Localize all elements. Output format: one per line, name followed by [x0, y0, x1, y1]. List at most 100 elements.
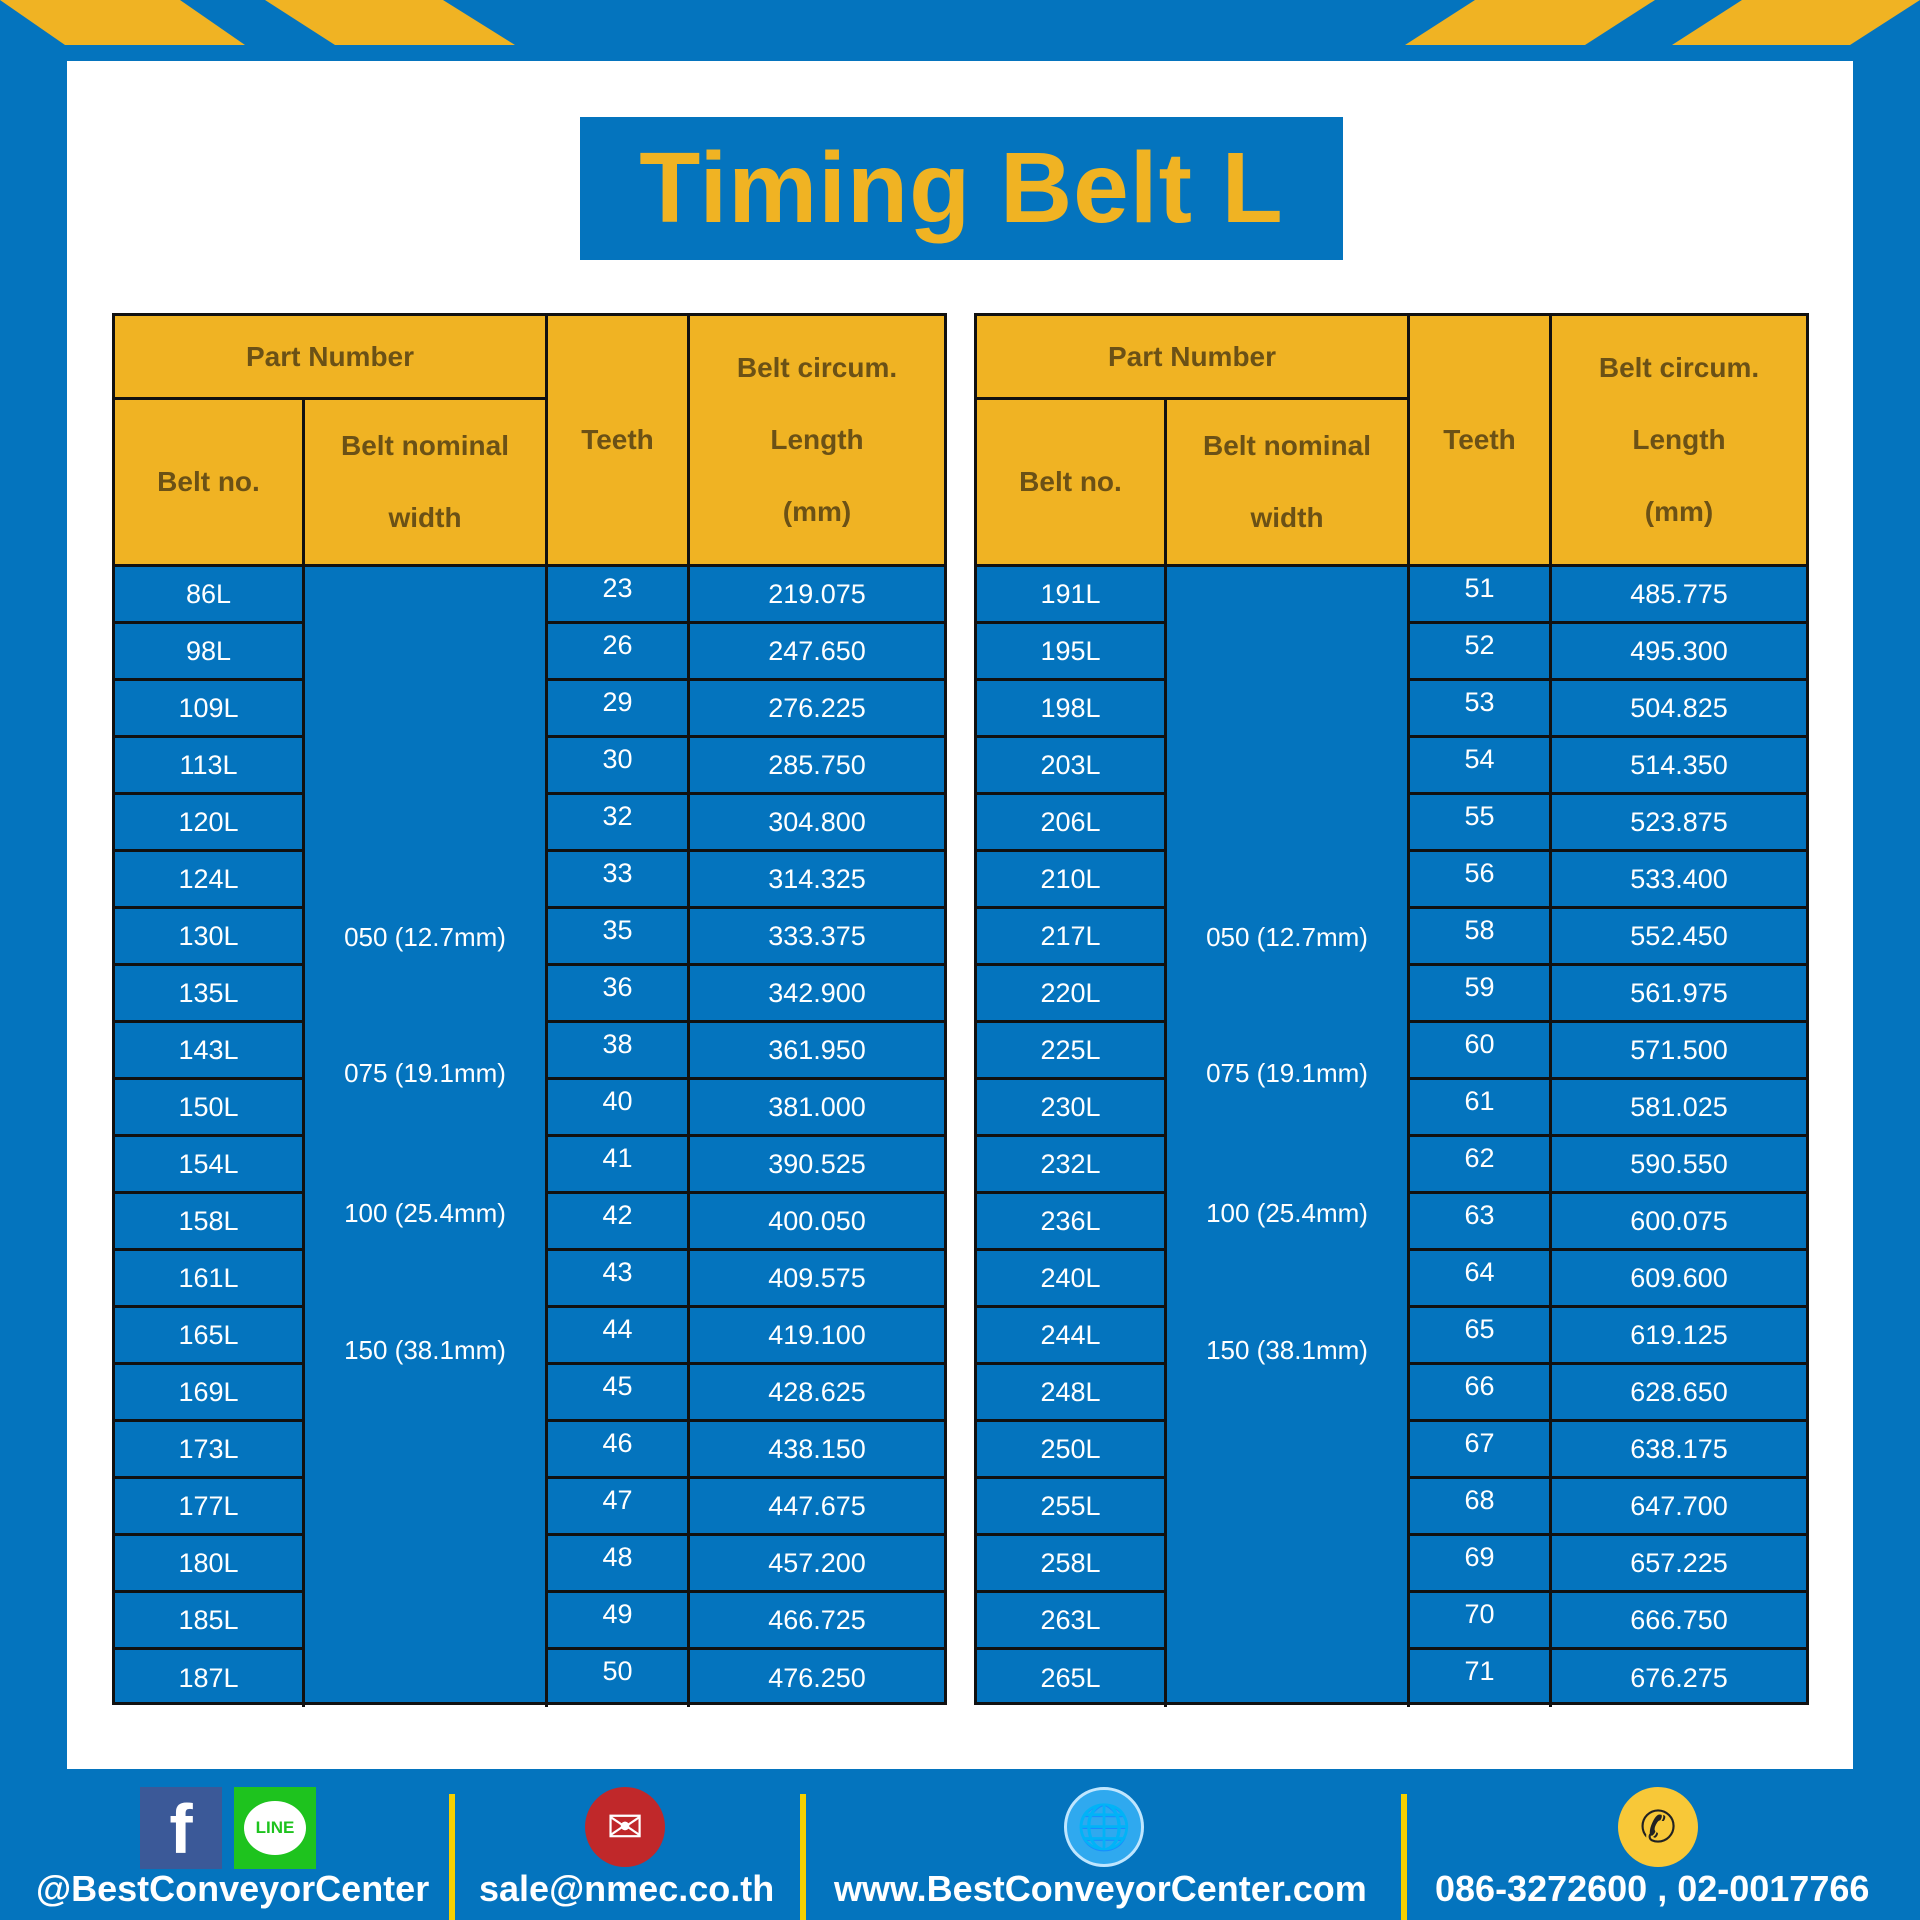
length-cell: 381.000: [690, 1080, 944, 1137]
belt-no-cell: 187L: [115, 1650, 305, 1707]
teeth-cell: 32: [548, 795, 690, 852]
teeth: 33: [602, 858, 633, 888]
stripe-decoration: [0, 0, 245, 45]
belt-no: 109L: [178, 692, 239, 723]
length: 581.025: [1630, 1091, 1728, 1122]
length-cell: 485.775: [1552, 567, 1806, 624]
header-text: Belt nominal: [340, 430, 509, 461]
belt-no-cell: 191L: [977, 567, 1167, 624]
belt-no: 250L: [1040, 1433, 1101, 1464]
length: 247.650: [768, 635, 866, 666]
facebook-icon[interactable]: f: [140, 1787, 222, 1869]
length-cell: 314.325: [690, 852, 944, 909]
phone-icon: ✆: [1618, 1787, 1698, 1867]
belt-no-cell: 217L: [977, 909, 1167, 966]
length-cell: 438.150: [690, 1422, 944, 1479]
length: 571.500: [1630, 1034, 1728, 1065]
belt-no: 185L: [178, 1604, 239, 1635]
belt-no-cell: 240L: [977, 1251, 1167, 1308]
belt-no-cell: 86L: [115, 567, 305, 624]
header-width: Belt nominal width: [1167, 400, 1410, 567]
website-contact[interactable]: 🌐 www.BestConveyorCenter.com: [806, 1769, 1400, 1920]
teeth: 63: [1464, 1200, 1495, 1230]
header-belt-no: Belt no.: [115, 400, 305, 567]
length-cell: 676.275: [1552, 1650, 1806, 1707]
teeth: 26: [602, 630, 633, 660]
width-option: 100 (25.4mm): [1206, 1197, 1368, 1228]
teeth-cell: 67: [1410, 1422, 1552, 1479]
teeth: 35: [602, 915, 633, 945]
length: 628.650: [1630, 1376, 1728, 1407]
length: 600.075: [1630, 1205, 1728, 1236]
email-contact[interactable]: ✉ sale@nmec.co.th: [455, 1769, 800, 1920]
length-cell: 400.050: [690, 1194, 944, 1251]
teeth-cell: 46: [548, 1422, 690, 1479]
phone-contact[interactable]: ✆ 086-3272600 , 02-0017766: [1407, 1769, 1920, 1920]
belt-no: 210L: [1040, 863, 1101, 894]
belt-no-cell: 258L: [977, 1536, 1167, 1593]
teeth: 23: [602, 573, 633, 603]
belt-no: 120L: [178, 806, 239, 837]
social-contact[interactable]: f LINE @BestConveyorCenter: [0, 1769, 450, 1920]
teeth-cell: 65: [1410, 1308, 1552, 1365]
teeth: 46: [602, 1428, 633, 1458]
length: 219.075: [768, 578, 866, 609]
teeth: 44: [602, 1314, 633, 1344]
teeth: 42: [602, 1200, 633, 1230]
teeth-cell: 40: [548, 1080, 690, 1137]
teeth-cell: 55: [1410, 795, 1552, 852]
belt-no: 220L: [1040, 977, 1101, 1008]
page-title: Timing Belt L: [580, 117, 1343, 260]
teeth-cell: 69: [1410, 1536, 1552, 1593]
length: 447.675: [768, 1490, 866, 1521]
teeth-cell: 29: [548, 681, 690, 738]
teeth: 32: [602, 801, 633, 831]
belt-no-cell: 265L: [977, 1650, 1167, 1707]
belt-no: 248L: [1040, 1376, 1101, 1407]
length-cell: 590.550: [1552, 1137, 1806, 1194]
website-link[interactable]: www.BestConveyorCenter.com: [834, 1868, 1367, 1909]
belt-no-cell: 124L: [115, 852, 305, 909]
belt-no: 135L: [178, 977, 239, 1008]
length-cell: 495.300: [1552, 624, 1806, 681]
length: 400.050: [768, 1205, 866, 1236]
belt-no-cell: 203L: [977, 738, 1167, 795]
belt-no: 165L: [178, 1319, 239, 1350]
belt-no: 255L: [1040, 1490, 1101, 1521]
teeth: 71: [1464, 1656, 1495, 1686]
header-teeth: Teeth: [1410, 316, 1552, 567]
teeth-cell: 44: [548, 1308, 690, 1365]
length-cell: 523.875: [1552, 795, 1806, 852]
width-option: 100 (25.4mm): [344, 1197, 506, 1228]
length-cell: 428.625: [690, 1365, 944, 1422]
belt-no-cell: 255L: [977, 1479, 1167, 1536]
length: 276.225: [768, 692, 866, 723]
header-text: Length: [1632, 424, 1726, 455]
teeth: 65: [1464, 1314, 1495, 1344]
teeth-cell: 63: [1410, 1194, 1552, 1251]
phone-numbers[interactable]: 086-3272600 , 02-0017766: [1435, 1868, 1870, 1909]
teeth: 49: [602, 1599, 633, 1629]
belt-no-cell: 150L: [115, 1080, 305, 1137]
length-cell: 657.225: [1552, 1536, 1806, 1593]
social-handle[interactable]: @BestConveyorCenter: [36, 1868, 430, 1909]
length-cell: 447.675: [690, 1479, 944, 1536]
divider: [1401, 1794, 1407, 1920]
teeth-cell: 68: [1410, 1479, 1552, 1536]
length: 590.550: [1630, 1148, 1728, 1179]
teeth: 56: [1464, 858, 1495, 888]
belt-no-cell: 230L: [977, 1080, 1167, 1137]
header-text: Belt circum.: [1598, 352, 1760, 383]
belt-no-cell: 232L: [977, 1137, 1167, 1194]
teeth: 38: [602, 1029, 633, 1059]
teeth: 52: [1464, 630, 1495, 660]
email-link[interactable]: sale@nmec.co.th: [479, 1868, 775, 1909]
teeth-cell: 51: [1410, 567, 1552, 624]
belt-no: 130L: [178, 920, 239, 951]
length-cell: 647.700: [1552, 1479, 1806, 1536]
belt-no: 173L: [178, 1433, 239, 1464]
length: 457.200: [768, 1547, 866, 1578]
length-cell: 571.500: [1552, 1023, 1806, 1080]
teeth-cell: 59: [1410, 966, 1552, 1023]
line-icon[interactable]: LINE: [234, 1787, 316, 1869]
